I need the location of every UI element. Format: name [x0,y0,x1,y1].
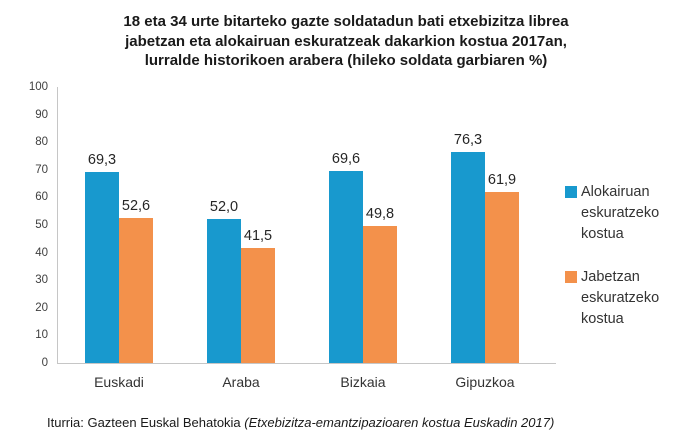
value-label: 69,3 [87,151,117,168]
source-note: Iturria: Gazteen Euskal Behatokia (Etxeb… [47,415,554,430]
value-label: 61,9 [487,172,517,189]
bar-group: 52,0 41,5 [207,199,275,363]
bar-group: 69,3 52,6 [85,152,153,363]
category-labels: Euskadi Araba Bizkaia Gipuzkoa [58,374,546,390]
legend-item: Jabetzan eskuratzeko kostua [565,267,687,330]
bar-wrap: 69,6 [329,151,363,363]
y-tick-label: 10 [35,329,48,342]
y-tick-label: 80 [35,136,48,149]
bar-alokairuan [329,170,363,363]
legend-label: Jabetzan eskuratzeko kostua [581,269,660,327]
category-label: Araba [222,374,260,390]
y-tick-label: 40 [35,246,48,259]
legend-label: Alokairuan eskuratzeko kostua [581,184,660,242]
category-label: Bizkaia [340,374,386,390]
value-label: 49,8 [365,205,395,222]
bar-wrap: 76,3 [451,132,485,363]
chart-title-line-3: lurralde historikoen arabera (hileko sol… [144,52,548,69]
bar-wrap: 52,6 [119,198,153,363]
bar-wrap: 69,3 [85,152,119,363]
y-tick-label: 100 [28,81,48,93]
bar-jabetzan [485,192,519,363]
bar-wrap: 61,9 [485,172,519,363]
value-label: 52,0 [209,199,239,216]
bar-jabetzan [363,225,397,363]
category-label: Euskadi [94,374,144,390]
chart-title: 18 eta 34 urte bitarteko gazte soldatadu… [0,0,692,71]
y-axis-labels: 0 10 20 30 40 50 60 70 80 90 100 [8,81,48,369]
source-italic: (Etxebizitza-emantzipazioaren kostua Eus… [244,415,555,430]
y-tick-label: 50 [35,219,48,231]
y-tick-label: 70 [35,163,48,176]
y-tick-label: 60 [35,191,48,204]
y-axis-line [57,87,58,364]
chart-title-line-2: jabetzan eta alokairuan eskuratzeak daka… [125,32,567,50]
chart-title-line-1: 18 eta 34 urte bitarteko gazte soldatadu… [123,13,569,30]
y-tick-label: 90 [35,108,48,121]
value-label: 76,3 [453,132,483,149]
category-label: Gipuzkoa [455,374,515,390]
legend-swatch-icon [565,186,577,198]
source-prefix: Iturria: Gazteen Euskal Behatokia [47,415,245,430]
bar-alokairuan [207,219,241,363]
value-label: 69,6 [331,150,361,167]
y-tick-label: 30 [35,274,48,287]
legend-item: Alokairuan eskuratzeko kostua [565,182,687,245]
legend: Alokairuan eskuratzeko kostua Jabetzan es… [565,182,687,352]
bar-group: 69,6 49,8 [329,151,397,363]
y-tick-label: 0 [41,357,48,369]
bar-alokairuan [451,152,485,363]
bar-wrap: 41,5 [241,228,275,363]
y-tick-label: 20 [35,301,48,314]
x-axis-line [57,363,556,364]
value-label: 52,6 [121,197,151,214]
value-label: 41,5 [243,228,273,245]
bar-group: 76,3 61,9 [451,132,519,363]
bar-alokairuan [85,171,119,363]
bar-jabetzan [119,217,153,363]
legend-swatch-icon [565,271,577,283]
bar-wrap: 52,0 [207,199,241,363]
bar-jabetzan [241,248,275,363]
plot-area: 69,3 52,6 52,0 41,5 69,6 49,8 76,3 61,9 [58,87,546,363]
bar-wrap: 49,8 [363,206,397,363]
